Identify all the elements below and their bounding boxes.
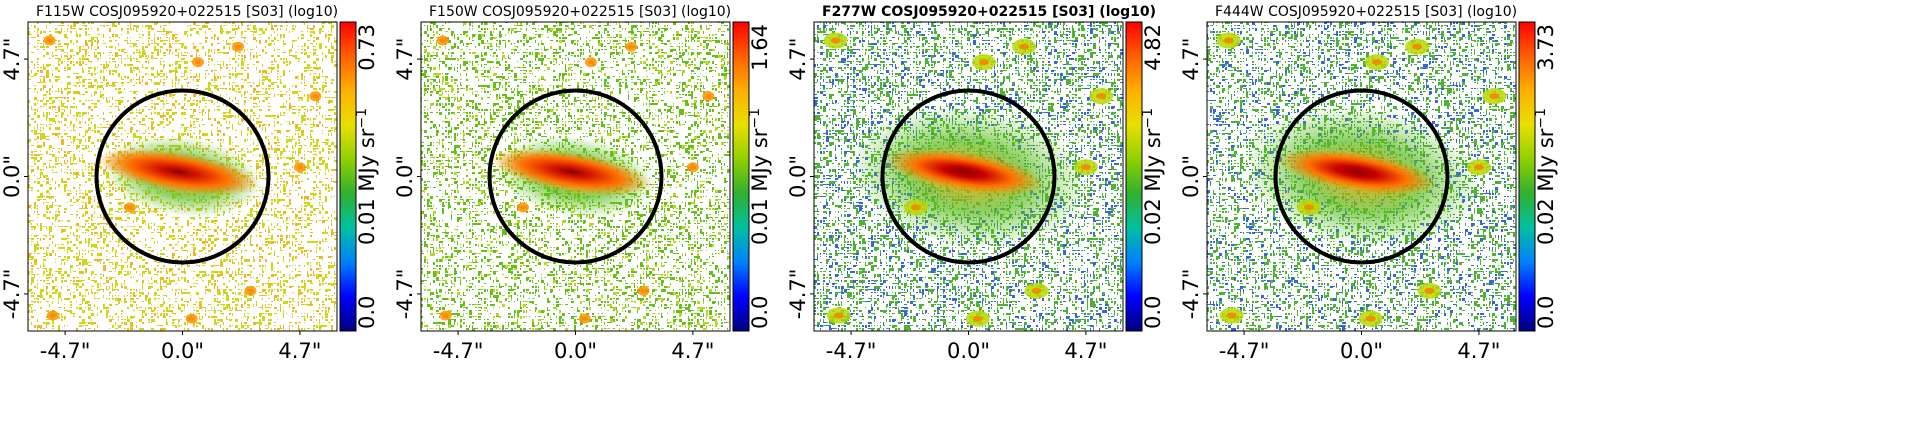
y-tick-label: 4.7" [786,38,810,81]
colorbar-max-label: 4.82 [1141,24,1165,71]
y-tick-label: 4.7" [393,38,417,81]
x-tick-label: -4.7" [826,339,877,363]
x-tick-label: -4.7" [40,339,91,363]
colorbar-min-label: 0.0 [748,296,772,329]
x-tick-label: 4.7" [671,339,714,363]
y-tick-label: -4.7" [786,269,810,320]
image-f115w [28,22,337,331]
colorbar-unit-label: 0.01 MJy sr−1 [747,108,772,245]
image-f277w [814,22,1123,331]
colorbar-unit-label: 0.01 MJy sr−1 [354,108,379,245]
panel-f115w: F115W COSJ095920+022515 [S03] (log10) -4.… [0,4,379,363]
x-tick-label: 0.0" [947,339,990,363]
x-tick-label: 4.7" [1064,339,1107,363]
y-tick-label: 0.0" [786,155,810,198]
panel-title: F444W COSJ095920+022515 [S03] (log10) [1215,4,1517,20]
colorbar [733,22,749,331]
colorbar-max-label: 1.64 [748,24,772,71]
y-tick-label: 4.7" [1179,38,1203,81]
panel-title: F150W COSJ095920+022515 [S03] (log10) [429,4,731,20]
x-tick-label: 0.0" [161,339,204,363]
x-tick-label: -4.7" [1219,339,1270,363]
y-tick-label: -4.7" [1179,269,1203,320]
panel-title: F277W COSJ095920+022515 [S03] (log10) [822,4,1156,20]
colorbar-unit-label: 0.02 MJy sr−1 [1140,108,1165,245]
panel-title: F115W COSJ095920+022515 [S03] (log10) [36,4,338,20]
y-tick-label: -4.7" [0,269,24,320]
x-tick-label: 4.7" [1457,339,1500,363]
y-tick-label: 0.0" [393,155,417,198]
colorbar-max-label: 0.73 [355,24,379,71]
colorbar-min-label: 0.0 [355,296,379,329]
y-tick-label: -4.7" [393,269,417,320]
colorbar-unit-label: 0.02 MJy sr−1 [1533,108,1558,245]
y-tick-label: 0.0" [1179,155,1203,198]
x-tick-label: 0.0" [1340,339,1383,363]
x-tick-label: 0.0" [554,339,597,363]
y-tick-label: 4.7" [0,38,24,81]
panel-f150w: F150W COSJ095920+022515 [S03] (log10) -4.… [393,4,772,363]
colorbar [340,22,356,331]
x-tick-label: 4.7" [278,339,321,363]
colorbar-max-label: 3.73 [1534,24,1558,71]
y-tick-label: 0.0" [0,155,24,198]
panel-f277w: F277W COSJ095920+022515 [S03] (log10) -4.… [786,4,1165,363]
colorbar-min-label: 0.0 [1534,296,1558,329]
colorbar [1126,22,1142,331]
image-f150w [421,22,730,331]
panel-f444w: F444W COSJ095920+022515 [S03] (log10) -4.… [1179,4,1558,363]
colorbar [1519,22,1535,331]
colorbar-min-label: 0.0 [1141,296,1165,329]
image-f444w [1207,22,1516,331]
x-tick-label: -4.7" [433,339,484,363]
